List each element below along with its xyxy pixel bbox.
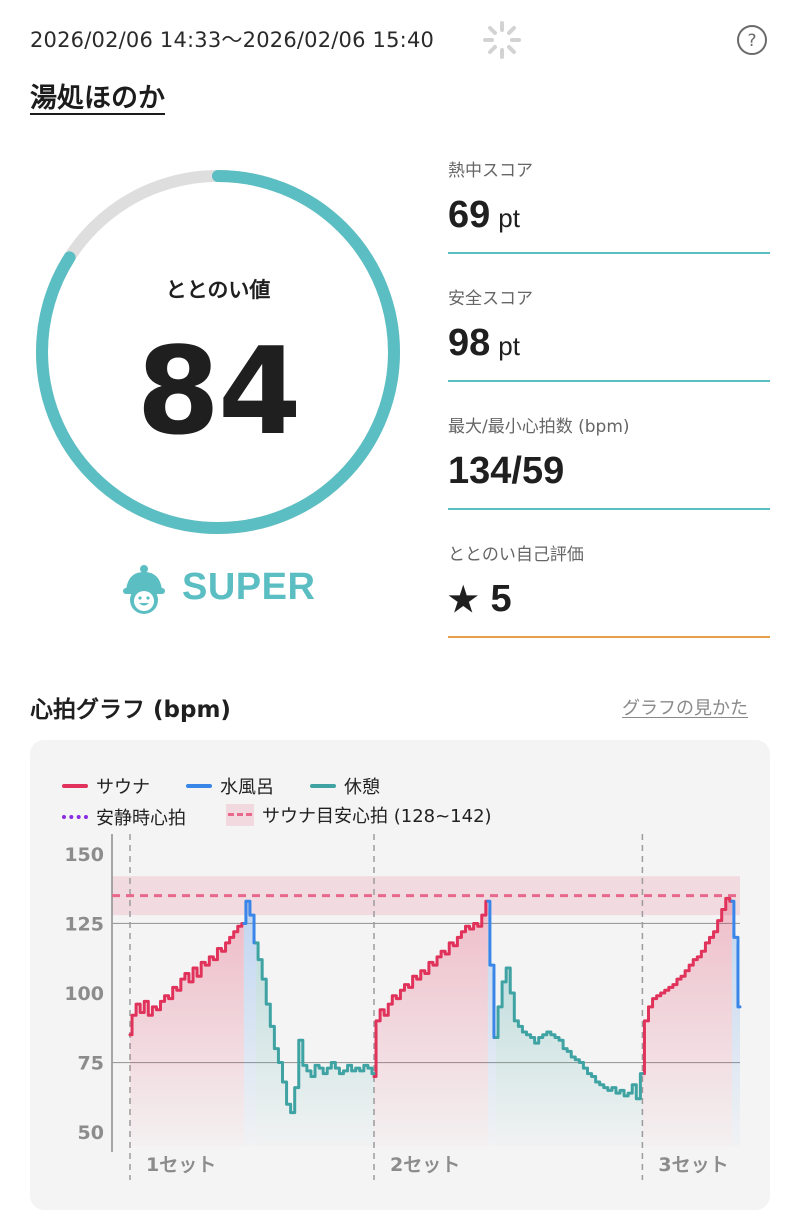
series-line — [494, 966, 644, 1101]
metric-title: ととのい自己評価 — [448, 545, 584, 565]
series-area — [130, 923, 244, 1146]
series-area — [243, 901, 257, 1146]
totonoi-score-ring — [36, 170, 400, 534]
metric-divider — [448, 508, 770, 510]
safety-score-metric: 安全スコア 98 pt — [448, 284, 770, 412]
facility-name-link[interactable]: 湯処ほのか — [30, 83, 165, 114]
y-tick-label: 125 — [64, 913, 104, 935]
y-tick-label: 50 — [78, 1122, 104, 1144]
series-area — [374, 901, 488, 1146]
series-area — [496, 967, 643, 1146]
heat-score-metric: 熱中スコア 69 pt — [448, 156, 770, 284]
set-label: 3セット — [658, 1154, 728, 1176]
graph-help-link[interactable]: グラフの見かた — [622, 698, 748, 719]
metric-value: 134/59 — [448, 450, 565, 492]
heart-rate-chart: サウナ 水風呂 休憩 安静時心拍 サウナ目安心拍 (128~142) 150 12… — [30, 740, 770, 1210]
legend-resting-hr: 安静時心拍 — [62, 804, 186, 830]
legend-sauna: サウナ — [62, 773, 150, 799]
series-line — [128, 921, 246, 1037]
totonoi-ring-progress — [36, 170, 400, 534]
series-line — [242, 899, 258, 945]
y-tick-label: 150 — [64, 844, 104, 866]
heart-rate-plot: 150 125 100 75 50 1セット 2セット 3セット — [64, 834, 742, 1180]
set-label: 1セット — [146, 1154, 216, 1176]
legend-sauna-target-hr: サウナ目安心拍 (128~142) — [226, 802, 492, 828]
metric-divider — [448, 380, 770, 382]
heart-rate-range-metric: 最大/最小心拍数 (bpm) 134/59 — [448, 412, 770, 540]
legend-cold-bath: 水風呂 — [186, 773, 274, 799]
metric-divider — [448, 636, 770, 638]
svg-text:?: ? — [747, 31, 756, 51]
metric-divider — [448, 252, 770, 254]
totonoi-rank-label: SUPER — [182, 566, 316, 608]
y-tick-label: 75 — [78, 1053, 104, 1075]
legend-rest: 休憩 — [310, 773, 380, 799]
series-area — [731, 901, 740, 1146]
sauna-hat-mascot-icon — [123, 565, 165, 614]
star-icon: ★ — [448, 581, 479, 619]
session-datetime: 2026/02/06 14:33〜2026/02/06 15:40 — [30, 28, 435, 52]
series-line — [372, 899, 490, 1078]
series-area — [642, 898, 732, 1146]
graph-title: 心拍グラフ (bpm) — [30, 697, 231, 723]
series-line — [640, 896, 734, 1076]
loading-spinner-icon — [483, 21, 521, 59]
metric-value: 98 pt — [448, 322, 520, 364]
series-line — [486, 899, 498, 1040]
set-label: 2セット — [390, 1154, 460, 1176]
series-line — [730, 899, 742, 1009]
metric-value: 69 pt — [448, 194, 520, 236]
self-rating-metric[interactable]: ととのい自己評価 ★ 5 — [448, 540, 770, 668]
y-tick-label: 100 — [64, 983, 104, 1005]
metric-title: 熱中スコア — [448, 161, 533, 181]
metric-value: ★ 5 — [448, 578, 512, 620]
metric-title: 安全スコア — [448, 289, 533, 309]
series-line — [254, 941, 376, 1115]
totonoi-value: 84 — [136, 323, 302, 462]
totonoi-label: ととのい値 — [165, 278, 271, 302]
metric-title: 最大/最小心拍数 (bpm) — [448, 417, 630, 437]
question-circle-icon[interactable]: ? — [736, 24, 768, 56]
